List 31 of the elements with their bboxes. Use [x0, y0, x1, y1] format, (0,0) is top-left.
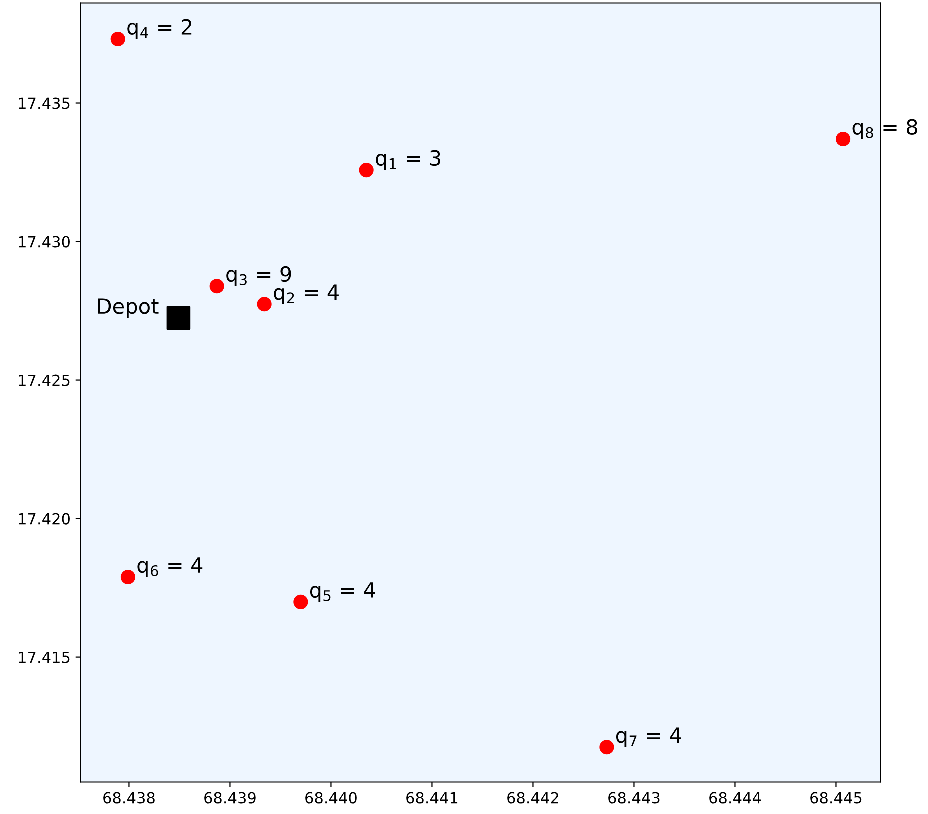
annotation: q$_{4}$ = 2	[128, 19, 192, 40]
x-tick-label: 68.444	[710, 792, 762, 804]
x-tick-label: 68.439	[204, 792, 256, 804]
annotation: q$_{5}$ = 4	[310, 582, 376, 602]
x-tick-label: 68.445	[810, 792, 862, 804]
annotation: q$_{2}$ = 4	[274, 284, 339, 304]
x-tick-label: 68.442	[508, 792, 558, 804]
point	[257, 297, 272, 312]
x-tick-label: 68.441	[406, 792, 458, 804]
point	[600, 740, 614, 755]
annotation: q$_{6}$ = 4	[138, 558, 203, 578]
annotation: q$_{3}$ = 9	[226, 266, 292, 286]
point	[836, 132, 851, 147]
point	[210, 279, 224, 294]
x-tick-label: 68.440	[306, 792, 357, 804]
x-tick-label: 68.443	[608, 792, 660, 804]
point	[359, 163, 374, 178]
y-tick-label: 17.425	[19, 374, 70, 386]
annotation: q$_{7}$ = 4	[616, 728, 682, 748]
point	[294, 594, 308, 610]
annotation: q$_{8}$ = 8	[852, 119, 918, 140]
point	[120, 570, 136, 585]
annotation: q$_{1}$ = 3	[376, 150, 440, 170]
y-tick-label: 17.415	[19, 652, 70, 664]
point	[166, 306, 191, 330]
x-tick-label: 68.438	[104, 792, 155, 804]
y-tick-label: 17.435	[19, 98, 70, 110]
y-tick-label: 17.420	[19, 513, 70, 525]
point	[110, 32, 126, 47]
y-tick-label: 17.430	[19, 236, 70, 248]
annotation: Depot	[98, 298, 159, 318]
